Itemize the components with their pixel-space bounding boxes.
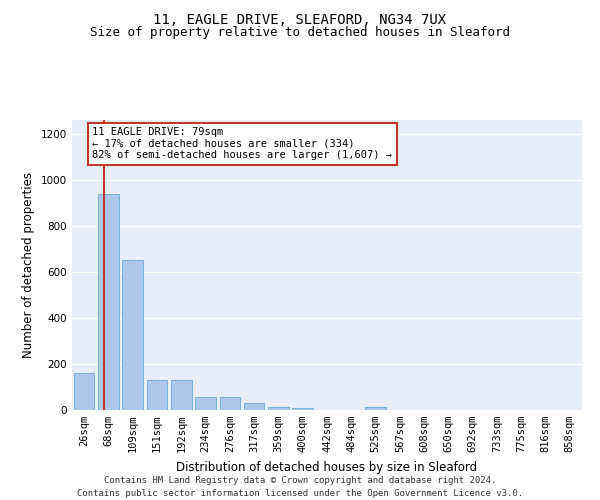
Text: Size of property relative to detached houses in Sleaford: Size of property relative to detached ho… bbox=[90, 26, 510, 39]
Bar bbox=[74, 373, 94, 410]
Bar bbox=[244, 403, 265, 410]
Text: Contains HM Land Registry data © Crown copyright and database right 2024.
Contai: Contains HM Land Registry data © Crown c… bbox=[77, 476, 523, 498]
Bar bbox=[146, 380, 167, 410]
Bar bbox=[195, 398, 216, 410]
Text: 11 EAGLE DRIVE: 79sqm
← 17% of detached houses are smaller (334)
82% of semi-det: 11 EAGLE DRIVE: 79sqm ← 17% of detached … bbox=[92, 127, 392, 160]
Text: 11, EAGLE DRIVE, SLEAFORD, NG34 7UX: 11, EAGLE DRIVE, SLEAFORD, NG34 7UX bbox=[154, 12, 446, 26]
Bar bbox=[122, 260, 143, 410]
Y-axis label: Number of detached properties: Number of detached properties bbox=[22, 172, 35, 358]
X-axis label: Distribution of detached houses by size in Sleaford: Distribution of detached houses by size … bbox=[176, 460, 478, 473]
Bar bbox=[292, 408, 313, 410]
Bar bbox=[171, 380, 191, 410]
Bar bbox=[268, 406, 289, 410]
Bar bbox=[365, 406, 386, 410]
Bar bbox=[98, 194, 119, 410]
Bar bbox=[220, 398, 240, 410]
